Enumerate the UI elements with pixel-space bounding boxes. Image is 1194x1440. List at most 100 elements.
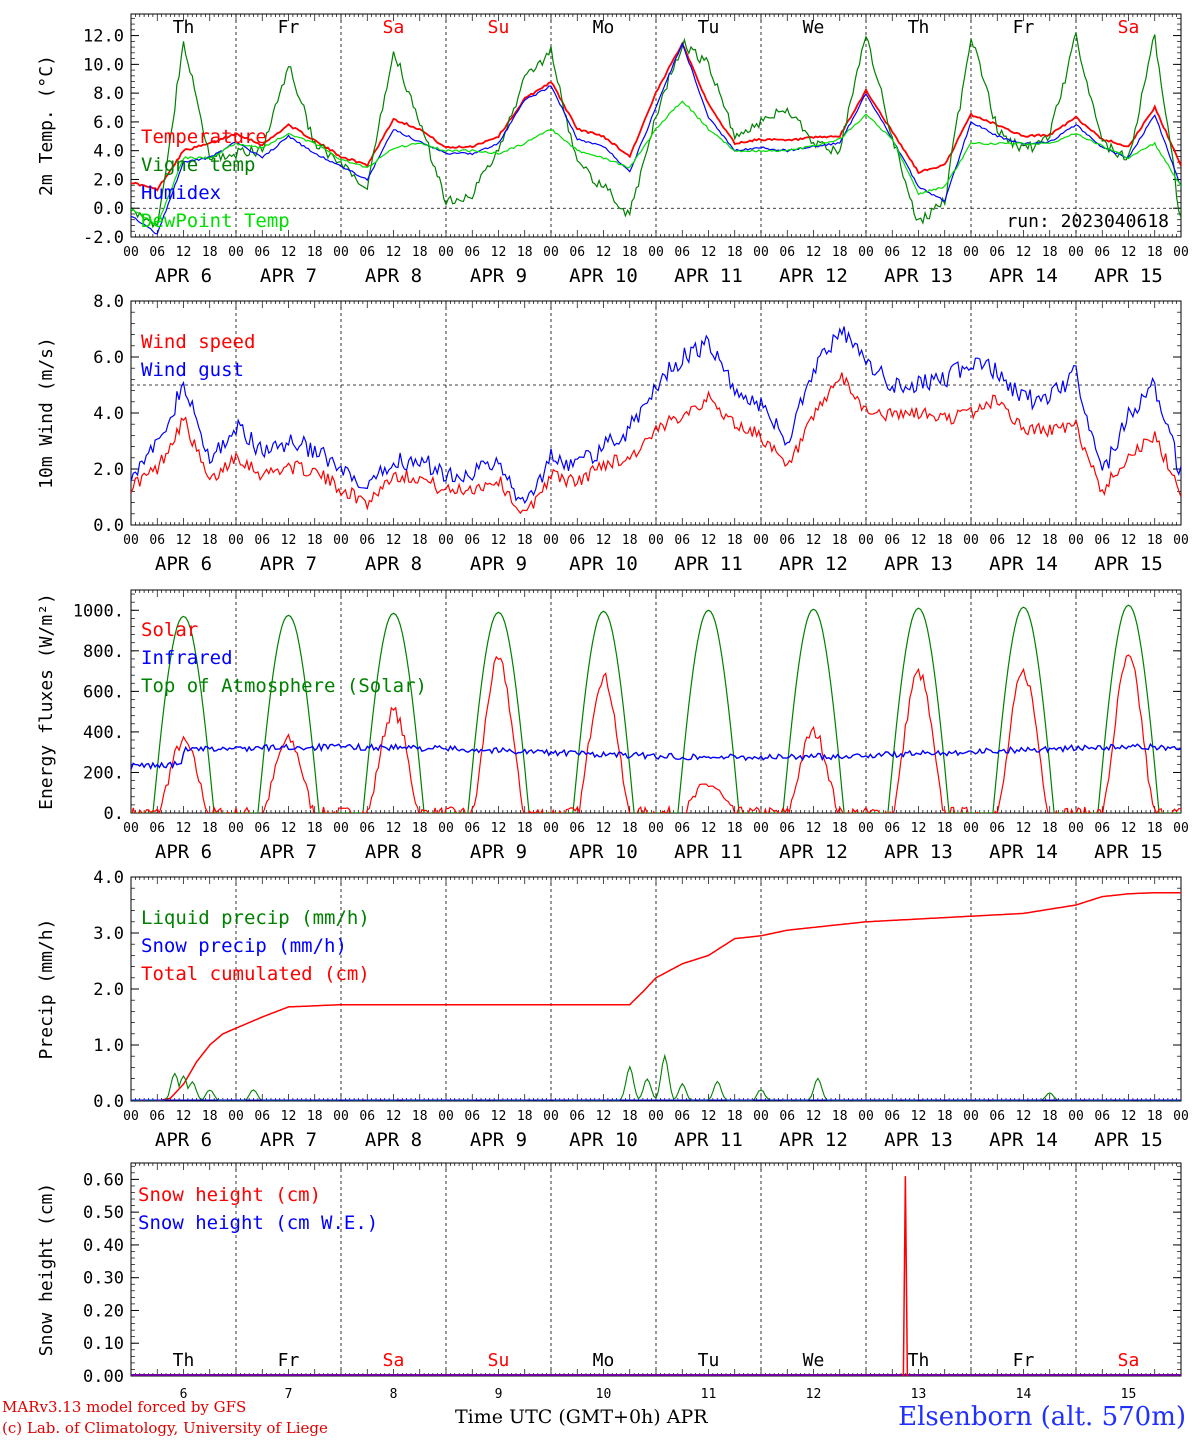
legend-1: Temperature: [141, 126, 267, 148]
legend-2: Vigne temp: [141, 154, 255, 176]
hour-label: 12: [911, 533, 927, 548]
hour-label: 18: [517, 533, 533, 548]
hour-label: 12: [491, 821, 507, 836]
series-line-4: [131, 100, 1181, 227]
hour-label: 06: [989, 821, 1005, 836]
date-label: APR 7: [260, 553, 317, 575]
day-number-label: 7: [285, 1387, 293, 1402]
hour-label: 00: [1068, 245, 1084, 260]
hour-label: 00: [1173, 821, 1189, 836]
y-tick-label: 12.0: [83, 27, 124, 47]
panel-1: [130, 13, 1182, 238]
hour-label: 18: [517, 821, 533, 836]
series-line-1: [131, 41, 1181, 192]
y-tick-label: 0.: [104, 804, 124, 824]
panel-frame: [130, 589, 1182, 814]
y-tick-label: 0.30: [83, 1269, 124, 1289]
hour-label: 12: [1121, 533, 1137, 548]
y-tick-label: 3.0: [93, 924, 124, 944]
hour-label: 18: [1042, 245, 1058, 260]
hour-label: 00: [753, 821, 769, 836]
hour-label: 18: [937, 821, 953, 836]
day-name: Sa: [383, 17, 405, 38]
hour-label: 12: [491, 1109, 507, 1124]
hour-label: 12: [491, 245, 507, 260]
hour-label: 06: [779, 245, 795, 260]
panel-3: [130, 589, 1182, 814]
legend-3: Top of Atmosphere (Solar): [141, 675, 427, 697]
hour-label: 06: [1094, 1109, 1110, 1124]
day-name: Tu: [698, 1350, 720, 1371]
hour-label: 18: [727, 1109, 743, 1124]
hour-label: 06: [569, 533, 585, 548]
hour-label: 12: [701, 821, 717, 836]
legend-1: Wind speed: [141, 331, 255, 353]
hour-label: 18: [412, 533, 428, 548]
hour-label: 00: [753, 1109, 769, 1124]
hour-label: 06: [674, 1109, 690, 1124]
day-name: Su: [488, 1350, 510, 1371]
hour-label: 06: [989, 533, 1005, 548]
hour-label: 18: [412, 245, 428, 260]
hour-label: 00: [1068, 821, 1084, 836]
day-number-label: 8: [390, 1387, 398, 1402]
plot-area: [131, 891, 1181, 1101]
plot-area: [131, 1176, 1181, 1376]
hour-label: 00: [648, 821, 664, 836]
hour-label: 06: [254, 821, 270, 836]
y-tick-label: 600.: [83, 682, 124, 702]
date-label: APR 10: [569, 1129, 638, 1151]
hour-label: 18: [307, 821, 323, 836]
legend-2: Snow precip (mm/h): [141, 935, 347, 957]
legend-2: Snow height (cm W.E.): [138, 1212, 378, 1234]
date-label: APR 12: [779, 841, 848, 863]
y-tick-label: -2.0: [83, 228, 124, 248]
hour-label: 00: [1173, 1109, 1189, 1124]
y-tick-label: 400.: [83, 723, 124, 743]
y-axis-label: Energy fluxes (W/m²): [36, 593, 57, 810]
date-label: APR 13: [884, 265, 953, 287]
hour-label: 06: [674, 821, 690, 836]
hour-label: 00: [753, 533, 769, 548]
date-label: APR 6: [155, 265, 212, 287]
day-name: Fr: [1013, 1350, 1035, 1371]
y-tick-label: 0.40: [83, 1236, 124, 1256]
hour-label: 00: [648, 1109, 664, 1124]
y-tick-label: 2.0: [93, 170, 124, 190]
date-label: APR 14: [989, 1129, 1058, 1151]
hour-label: 00: [963, 533, 979, 548]
date-label: APR 11: [674, 265, 743, 287]
date-label: APR 8: [365, 265, 422, 287]
hour-label: 06: [254, 1109, 270, 1124]
hour-label: 00: [1173, 533, 1189, 548]
legend-1: Snow height (cm): [138, 1184, 321, 1206]
day-name: Tu: [698, 17, 720, 38]
date-label: APR 15: [1094, 1129, 1163, 1151]
plot-area: [131, 604, 1181, 813]
hour-label: 18: [517, 245, 533, 260]
hour-label: 06: [989, 245, 1005, 260]
snow-height-spike: [902, 1176, 909, 1376]
hour-label: 00: [1068, 1109, 1084, 1124]
hour-label: 12: [596, 1109, 612, 1124]
legend-2: Infrared: [141, 647, 233, 669]
hour-label: 12: [281, 821, 297, 836]
date-label: APR 15: [1094, 553, 1163, 575]
date-label: APR 9: [470, 265, 527, 287]
hour-label: 18: [1147, 533, 1163, 548]
hour-label: 06: [149, 1109, 165, 1124]
plot-area: [131, 32, 1181, 235]
y-tick-label: 6.0: [93, 348, 124, 368]
date-label: APR 9: [470, 1129, 527, 1151]
hour-label: 12: [386, 245, 402, 260]
hour-label: 12: [806, 533, 822, 548]
hour-label: 00: [858, 821, 874, 836]
hour-label: 00: [228, 821, 244, 836]
hour-label: 18: [1042, 821, 1058, 836]
hour-label: 12: [281, 1109, 297, 1124]
hour-label: 12: [911, 245, 927, 260]
hour-label: 06: [884, 821, 900, 836]
hour-label: 06: [569, 1109, 585, 1124]
hour-label: 06: [359, 821, 375, 836]
y-tick-label: 0.0: [93, 516, 124, 536]
